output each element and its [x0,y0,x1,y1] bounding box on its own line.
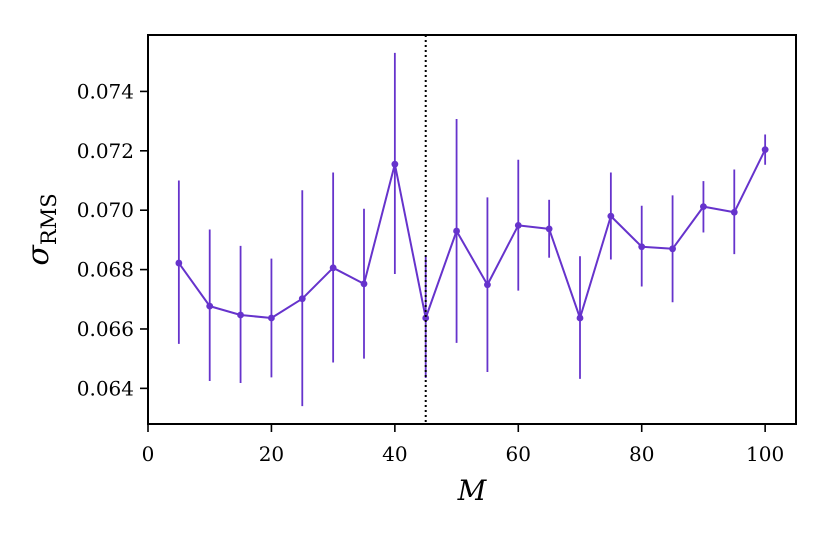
data-point [669,245,676,253]
y-tick-label: 0.072 [77,139,134,163]
data-point [422,314,430,322]
y-tick-label: 0.064 [77,376,134,400]
data-point [268,314,275,322]
x-tick-label: 80 [629,442,654,466]
data-points [175,146,769,322]
y-axis-ticks: 0.064 0.066 0.068 0.070 0.072 0.074 [77,79,148,400]
data-point [175,259,183,267]
series-line-group [178,149,767,319]
data-point [514,221,522,229]
y-tick-label: 0.074 [77,79,134,103]
data-point [576,314,584,322]
data-point [453,227,460,235]
data-point [360,280,368,288]
x-tick-label: 20 [259,442,284,466]
y-axis-label: σRMS [21,193,61,265]
data-point [329,264,337,272]
y-axis-label-main: σ [21,244,56,266]
data-point [391,160,399,168]
data-point [545,225,553,233]
data-point [730,208,738,216]
y-tick-label: 0.070 [77,198,134,222]
x-tick-label: 60 [506,442,531,466]
y-tick-label: 0.066 [77,317,134,341]
x-axis-ticks: 0 20 40 60 80 100 [142,424,784,466]
data-point [700,203,707,211]
data-point [484,281,491,289]
data-point [761,146,769,154]
data-point [298,295,306,303]
data-point [607,212,615,220]
plot-frame [147,34,797,425]
x-tick-label: 100 [746,442,784,466]
x-axis-label: M [457,474,488,507]
x-tick-label: 0 [142,442,155,466]
data-point [237,311,244,319]
error-bars [177,52,767,407]
data-point [206,302,214,310]
series-line [178,149,767,319]
y-tick-label: 0.068 [77,258,134,282]
y-axis-label-sub: RMS [37,193,61,245]
x-tick-label: 40 [382,442,407,466]
data-point [638,243,646,251]
